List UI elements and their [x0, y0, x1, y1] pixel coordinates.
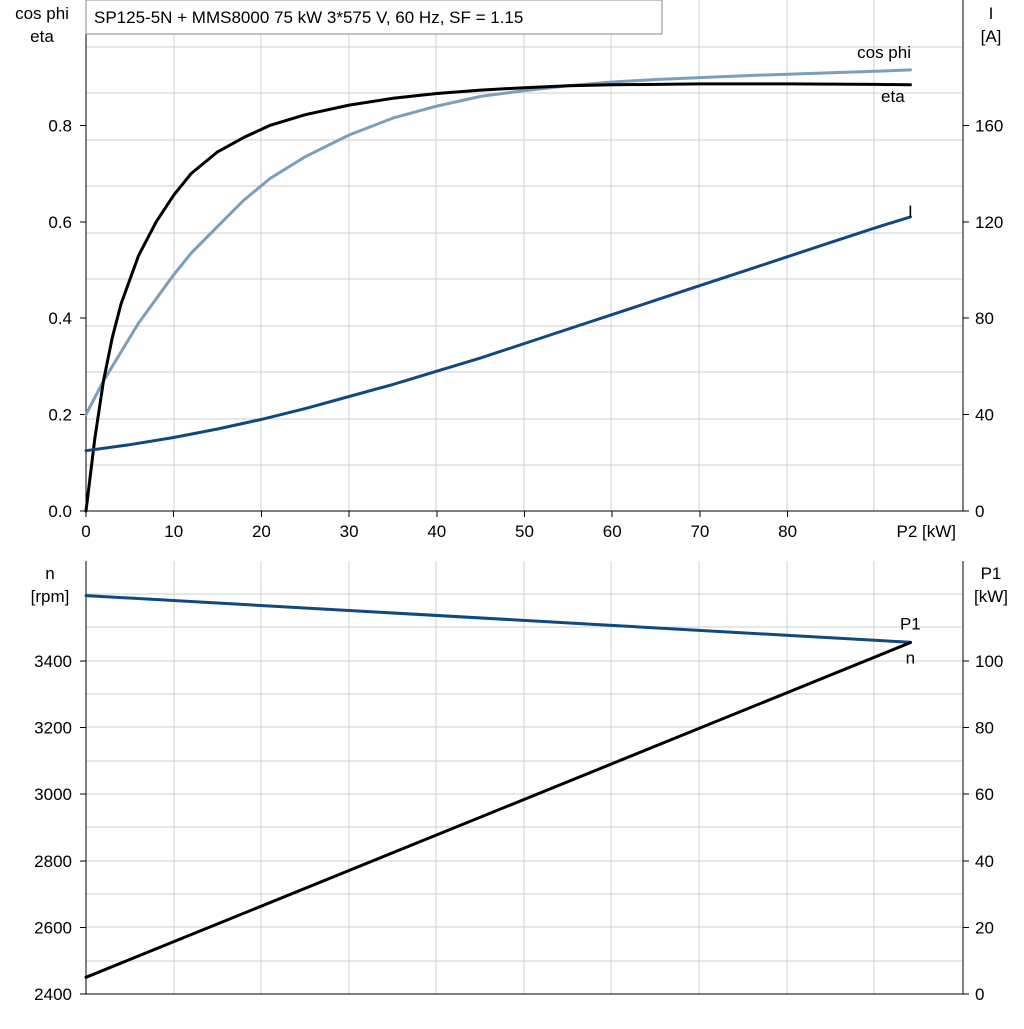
y-right-tick-label: 80 — [975, 719, 994, 738]
y-left-tick-label: 2800 — [34, 852, 72, 871]
x-tick-label: 80 — [778, 522, 797, 541]
y-left-tick-label: 0.0 — [48, 502, 72, 521]
x-tick-label: 30 — [340, 522, 359, 541]
y-left-axis-title: cos phi — [15, 4, 69, 23]
y-left-tick-label: 2600 — [34, 918, 72, 937]
y-left-axis-title-unit: [rpm] — [31, 587, 70, 606]
series-line-i — [84, 215, 912, 453]
series-line-n — [84, 594, 912, 644]
title-box — [85, 0, 663, 35]
y-right-tick-label: 20 — [975, 918, 994, 937]
y-left-axis-title-unit: eta — [30, 27, 54, 46]
y-right-tick-label: 100 — [975, 652, 1003, 671]
y-right-tick-label: 60 — [975, 785, 994, 804]
x-tick-label: 0 — [81, 522, 90, 541]
y-right-tick-label: 0 — [975, 502, 984, 521]
x-axis-title: P2 [kW] — [896, 522, 956, 541]
y-right-axis-title-unit: [kW] — [974, 587, 1008, 606]
series-line-eta — [84, 82, 912, 513]
y-right-axis-title: I — [989, 4, 994, 23]
x-tick-label: 70 — [690, 522, 709, 541]
x-tick-label: 20 — [252, 522, 271, 541]
y-right-tick-label: 80 — [975, 309, 994, 328]
series-label-n: n — [906, 649, 915, 668]
y-right-tick-label: 40 — [975, 406, 994, 425]
y-left-tick-label: 0.6 — [48, 213, 72, 232]
x-tick-label: 60 — [603, 522, 622, 541]
chart-title: SP125-5N + MMS8000 75 kW 3*575 V, 60 Hz,… — [94, 8, 523, 27]
y-left-tick-label: 0.4 — [48, 309, 72, 328]
y-right-tick-label: 120 — [975, 213, 1003, 232]
y-left-tick-label: 3400 — [34, 652, 72, 671]
x-tick-label: 50 — [515, 522, 534, 541]
y-left-tick-label: 0.8 — [48, 116, 72, 135]
y-left-tick-label: 3000 — [34, 785, 72, 804]
y-left-tick-label: 0.2 — [48, 406, 72, 425]
y-right-tick-label: 160 — [975, 116, 1003, 135]
y-right-axis-title: P1 — [981, 564, 1002, 583]
y-right-axis-title-unit: [A] — [981, 27, 1002, 46]
y-right-tick-label: 0 — [975, 985, 984, 1004]
series-line-cos-phi — [84, 68, 912, 417]
x-tick-label: 40 — [427, 522, 446, 541]
series-label-i: I — [908, 202, 913, 221]
y-left-axis-title: n — [45, 564, 54, 583]
series-line-p1 — [84, 641, 912, 979]
y-left-tick-label: 2400 — [34, 985, 72, 1004]
series-label-eta: eta — [881, 87, 905, 106]
y-left-tick-label: 3200 — [34, 719, 72, 738]
series-label-p1: P1 — [900, 614, 921, 633]
y-right-tick-label: 40 — [975, 852, 994, 871]
series-label-cos-phi: cos phi — [857, 43, 911, 62]
x-tick-label: 10 — [164, 522, 183, 541]
